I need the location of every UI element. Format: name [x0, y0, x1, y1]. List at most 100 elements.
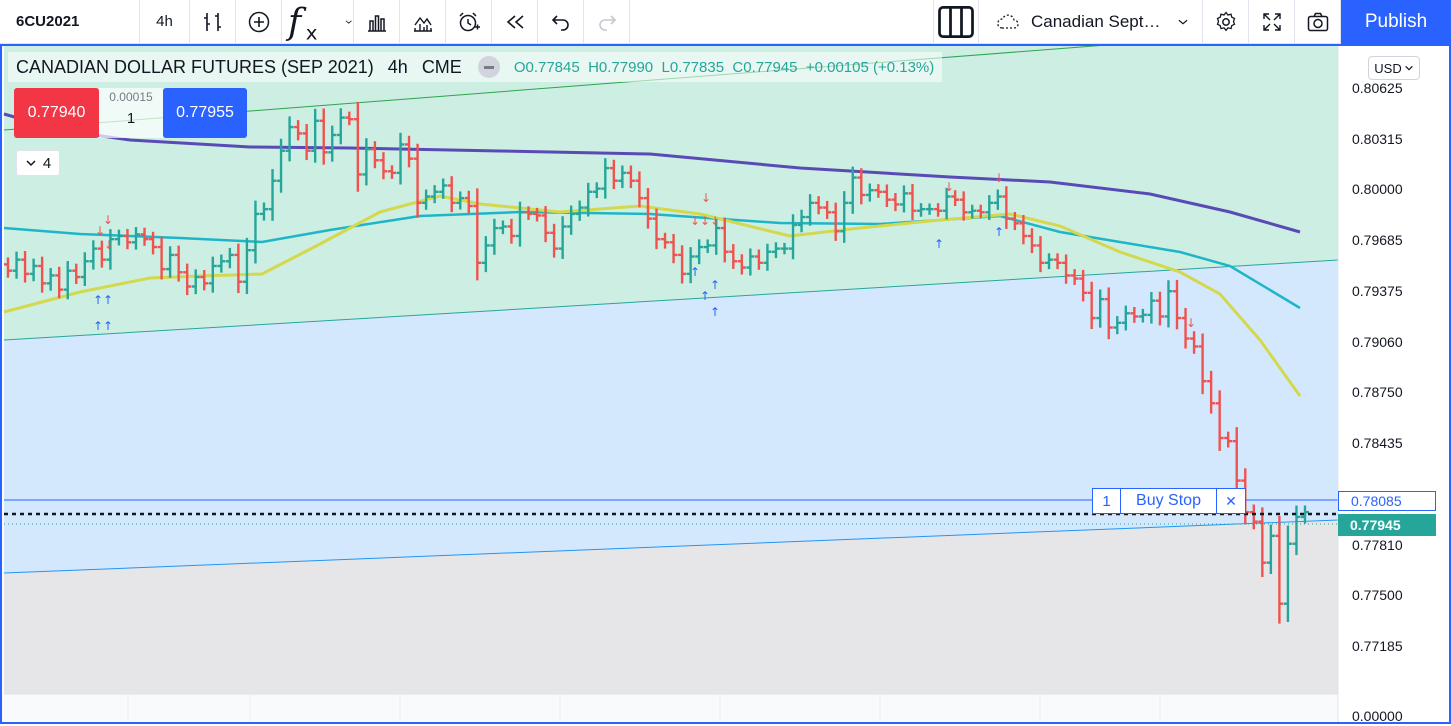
layout-select-button[interactable] — [933, 0, 979, 44]
ohlc-bar — [1190, 331, 1199, 354]
ohlc-bar — [797, 209, 806, 233]
ohlc-bar — [1224, 431, 1233, 448]
chevron-down-icon — [1404, 65, 1413, 71]
ohlc-bar — [507, 218, 516, 244]
ohlc-bar — [1070, 269, 1079, 285]
ohlc-bar — [89, 240, 98, 270]
spread-value: 0.00015 — [109, 90, 153, 104]
ohlc-bar — [840, 191, 849, 243]
ohlc-bar — [1062, 254, 1071, 284]
volume-axis-tick: 0.00000 — [1352, 708, 1403, 724]
order-quantity[interactable]: 1 — [1093, 489, 1121, 513]
ohlc-bar — [191, 269, 200, 295]
price-axis-tick: 0.77810 — [1352, 537, 1403, 553]
alert-icon — [458, 11, 480, 31]
ohlc-bar — [285, 116, 294, 162]
ohlc-bar — [1292, 505, 1301, 556]
ohlc-bar — [456, 191, 465, 210]
publish-button[interactable]: Publish — [1341, 0, 1451, 44]
layout-name-button[interactable]: Canadian Sept… — [979, 0, 1203, 44]
price-axis-tick: 0.80625 — [1352, 80, 1403, 96]
fullscreen-icon — [1262, 12, 1281, 31]
ohlc-bar — [976, 204, 985, 219]
ohlc-bar — [678, 245, 687, 284]
ohlc-bar — [703, 239, 712, 254]
ohlc-bar — [1096, 289, 1105, 328]
ohlc-bar — [55, 266, 64, 299]
ohlc-bar — [1207, 370, 1216, 414]
snapshot-button[interactable] — [1295, 0, 1341, 44]
chart-legend: CANADIAN DOLLAR FUTURES (SEP 2021) 4h CM… — [8, 52, 943, 82]
chart-properties-button[interactable] — [400, 0, 446, 44]
sell-button[interactable]: 0.77940 — [14, 88, 99, 138]
buy-signal-arrow: ↑ — [700, 289, 710, 303]
ohlc-bar — [934, 203, 943, 217]
ohlc-bar — [1215, 390, 1224, 451]
ohlc-bar — [823, 200, 832, 219]
bar-style-button[interactable] — [190, 0, 236, 44]
ohlc-bar — [1010, 211, 1019, 231]
close-icon[interactable]: ✕ — [1225, 492, 1237, 509]
ohlc-bar — [1036, 236, 1045, 273]
ohlc-bar — [106, 229, 115, 270]
ohlc-bar — [1079, 269, 1088, 302]
ohlc-bar — [21, 250, 30, 283]
buy-stop-order[interactable]: 1 Buy Stop ✕ — [1092, 488, 1246, 514]
ohlc-bar — [242, 237, 251, 295]
ohlc-bar — [686, 247, 695, 284]
ohlc-bar — [251, 200, 260, 264]
ohlc-bar — [729, 244, 738, 269]
channel-bottom-line — [3, 519, 1339, 574]
redo-button[interactable] — [584, 0, 630, 44]
templates-icon — [367, 14, 386, 32]
cloud-icon — [997, 14, 1019, 29]
buy-button[interactable]: 0.77955 — [163, 88, 247, 138]
ohlc-bar — [635, 171, 644, 208]
ohlc-bar — [498, 220, 507, 235]
price-chart[interactable]: ↓ ↓ ↓ ↑↑ ↑↑ ↓ ↓↓↓ ↑ ↑ ↑ ↑ ↓ ↓ ↑ ↑ ↓ — [0, 44, 1451, 724]
price-axis-tick: 0.80000 — [1352, 181, 1403, 197]
ohlc-bar — [558, 216, 567, 259]
symbol-search-button[interactable]: 6CU2021 — [0, 0, 140, 44]
ohlc-bar — [1087, 281, 1096, 330]
replay-button[interactable] — [492, 0, 538, 44]
ohlc-bar — [541, 206, 550, 243]
interval-button[interactable]: 4h — [140, 0, 190, 44]
buy-signal-arrow: ↑ — [934, 237, 944, 251]
ohlc-bar — [1019, 215, 1028, 245]
ohlc-bar — [1301, 505, 1309, 524]
layout-icon — [938, 5, 974, 38]
ohlc-bar — [200, 270, 209, 291]
ohlc-bar — [695, 239, 704, 265]
ohlc-bar — [661, 232, 670, 249]
compare-button[interactable] — [236, 0, 282, 44]
ohlc-bar — [754, 249, 763, 270]
ohlc-bar — [1283, 525, 1292, 622]
settings-button[interactable] — [1203, 0, 1249, 44]
ohlc-bar — [533, 207, 542, 222]
order-price-axis-label: 0.78085 — [1338, 491, 1436, 511]
order-type-label[interactable]: Buy Stop — [1121, 489, 1217, 513]
buy-signal-arrow: ↑ — [690, 265, 700, 279]
ohlc-bar — [968, 204, 977, 219]
ohlc-bar — [46, 268, 55, 291]
currency-select[interactable]: USD — [1368, 56, 1420, 80]
market-status-icon[interactable] — [477, 56, 500, 78]
replay-icon — [506, 14, 524, 29]
ohlc-bar — [626, 165, 635, 189]
ohlc-bar — [1053, 253, 1062, 270]
ohlc-bar — [183, 263, 192, 296]
ohlc-bar — [447, 176, 456, 213]
templates-button[interactable] — [354, 0, 400, 44]
indicators-collapse-button[interactable]: 4 — [16, 150, 60, 176]
buy-signal-arrow: ↑↑ — [93, 319, 113, 333]
undo-button[interactable] — [538, 0, 584, 44]
alert-button[interactable] — [446, 0, 492, 44]
ohlc-bar — [1181, 308, 1190, 349]
fullscreen-button[interactable] — [1249, 0, 1295, 44]
quantity-input[interactable]: 1 — [126, 110, 136, 127]
ohlc-bar — [217, 254, 226, 273]
ohlc-bar — [584, 182, 593, 217]
ohlc-bar — [550, 223, 559, 258]
